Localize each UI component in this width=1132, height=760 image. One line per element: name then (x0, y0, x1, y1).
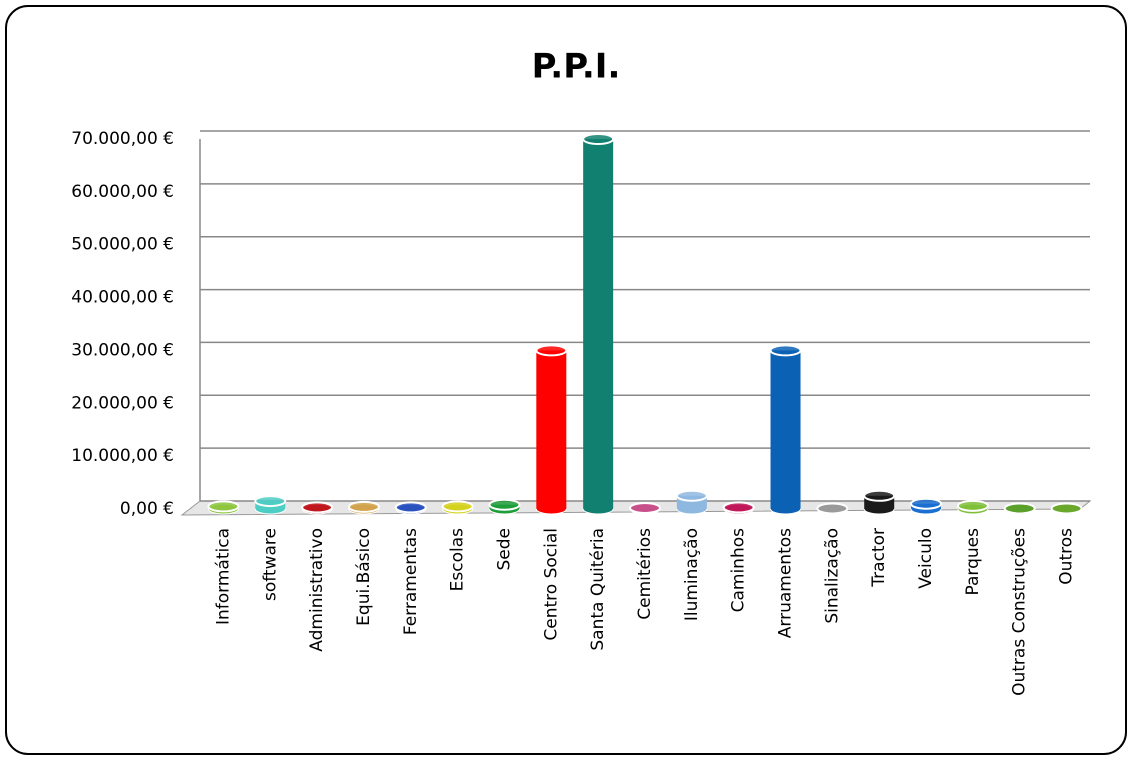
bar-top (208, 501, 238, 511)
x-tick-label: Santa Quitéria (588, 528, 608, 651)
bar-top (911, 499, 941, 509)
bar-top (302, 502, 332, 512)
bar-top (1005, 503, 1035, 513)
bar-top (536, 345, 566, 355)
bar-top (724, 502, 754, 512)
y-tick-label: 60.000,00 € (71, 182, 174, 202)
x-tick-label: software (260, 528, 280, 601)
y-tick-label: 70.000,00 € (71, 129, 174, 149)
bar-top (817, 503, 847, 513)
x-tick-label: Tractor (869, 528, 889, 588)
x-tick-label: Arruamentos (776, 528, 796, 638)
x-tick-label: Sede (494, 528, 514, 571)
bar-top (958, 501, 988, 511)
y-tick-label: 20.000,00 € (71, 393, 174, 413)
x-tick-label: Centro Social (541, 528, 561, 641)
bar-top (349, 502, 379, 512)
x-tick-label: Sinalização (822, 528, 842, 624)
page: P.P.I. 0,00 € 10.000,00 € 20.000,00 € 30.00… (0, 0, 1132, 760)
bar-top (583, 134, 613, 144)
x-tick-label: Parques (963, 528, 983, 596)
x-tick-label: Equi.Básico (354, 528, 374, 626)
bar (583, 139, 613, 509)
bar-top (677, 491, 707, 501)
bar-top (255, 496, 285, 506)
y-tick-label: 0,00 € (120, 499, 174, 519)
x-tick-label: Cemitérios (635, 528, 655, 620)
bar-top (396, 502, 426, 512)
y-tick-label: 40.000,00 € (71, 288, 174, 308)
y-tick-label: 30.000,00 € (71, 340, 174, 360)
x-tick-label: Outros (1057, 528, 1077, 585)
bar-top (489, 500, 519, 510)
x-tick-label: Escolas (448, 528, 468, 591)
bar-top (1052, 503, 1082, 513)
bar (771, 350, 801, 509)
x-tick-label: Informática (213, 528, 233, 625)
x-tick-label: Administrativo (307, 528, 327, 652)
chart: P.P.I. 0,00 € 10.000,00 € 20.000,00 € 30.00… (0, 0, 1132, 760)
bar-top (443, 501, 473, 511)
x-tick-label: Outras Construções (1010, 528, 1030, 696)
y-tick-label: 10.000,00 € (71, 446, 174, 466)
x-tick-label: Caminhos (729, 528, 749, 613)
x-tick-label: Iluminação (682, 528, 702, 621)
chart-title: P.P.I. (532, 47, 621, 87)
bar-top (630, 503, 660, 513)
x-tick-label: Veiculo (916, 528, 936, 589)
bar (536, 350, 566, 509)
y-tick-label: 50.000,00 € (71, 235, 174, 255)
bar-top (771, 345, 801, 355)
x-tick-label: Ferramentas (401, 528, 421, 635)
bar-top (864, 491, 894, 501)
